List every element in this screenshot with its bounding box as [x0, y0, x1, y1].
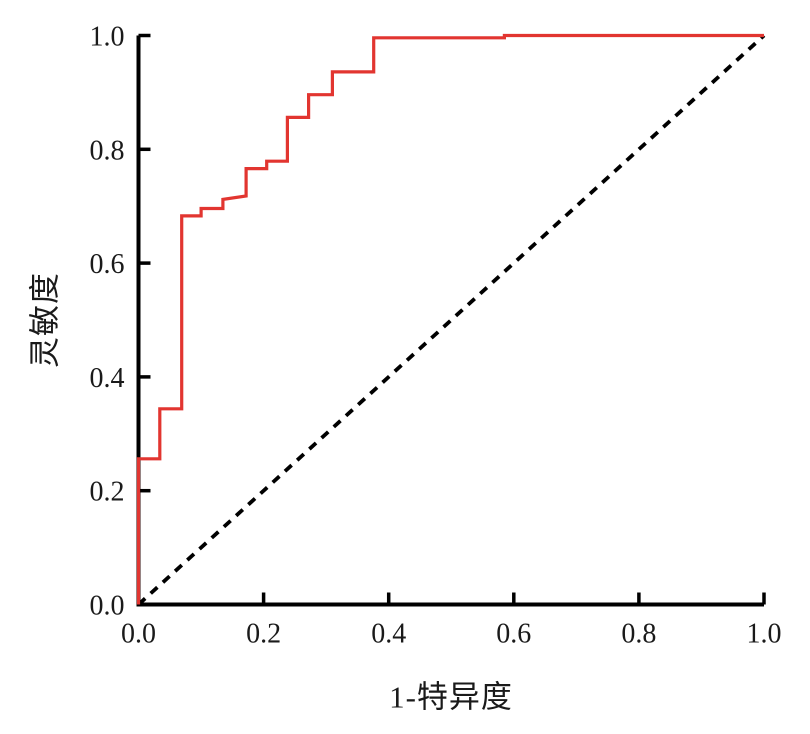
y-tick-label: 0.2 — [90, 477, 125, 508]
roc-curve-line — [136, 33, 764, 605]
x-axis-title: 1-特异度 — [389, 679, 513, 715]
y-tick-label: 0.8 — [90, 135, 125, 166]
x-tick-label: 1.0 — [747, 619, 782, 650]
y-tick-label: 0.0 — [90, 591, 125, 622]
reference-diagonal-line — [137, 34, 766, 606]
x-tick-label: 0.0 — [121, 619, 156, 650]
x-tick-label: 0.2 — [246, 619, 281, 650]
y-tick-label: 0.4 — [90, 363, 125, 394]
y-tick-label: 0.6 — [90, 249, 125, 280]
x-tick-label: 0.6 — [496, 619, 531, 650]
x-tick-label: 0.4 — [371, 619, 406, 650]
x-tick-label: 0.8 — [621, 619, 656, 650]
y-axis-title: 灵敏度 — [27, 272, 63, 368]
y-tick-label: 1.0 — [90, 22, 125, 53]
